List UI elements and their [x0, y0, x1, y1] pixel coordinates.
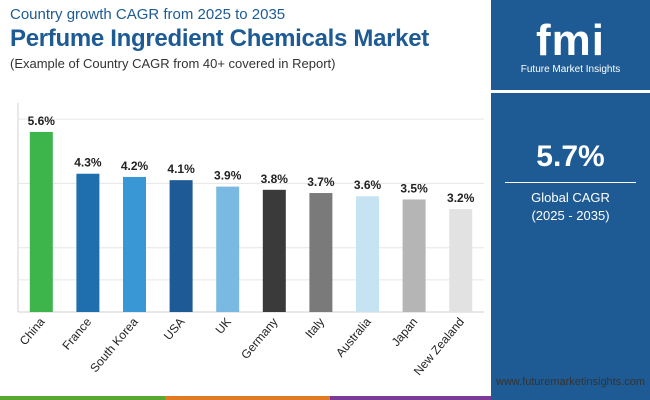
logo-subtext: Future Market Insights: [520, 64, 621, 75]
data-label: 5.6%: [28, 114, 56, 128]
website-link[interactable]: www.futuremarketinsights.com: [495, 376, 646, 388]
x-tick-label: USA: [161, 315, 188, 343]
bar-china: [29, 131, 53, 312]
global-cagr-label: Global CAGR (2025 - 2035): [491, 189, 650, 225]
data-label: 3.7%: [307, 175, 335, 189]
x-tick-label: UK: [213, 315, 234, 337]
logo-text: fmi: [536, 16, 605, 65]
bar-france: [76, 173, 100, 312]
chart-title: Perfume Ingredient Chemicals Market: [10, 25, 429, 52]
global-cagr-label-line1: Global CAGR: [531, 190, 610, 205]
data-label: 4.3%: [74, 156, 102, 170]
bottom-bar-green: [0, 396, 165, 400]
x-tick-label: Italy: [302, 315, 327, 341]
x-tick-label: Japan: [389, 315, 421, 349]
bar-usa: [169, 180, 193, 312]
data-label: 3.9%: [214, 169, 242, 183]
bottom-bar-purple: [330, 396, 491, 400]
data-label: 3.5%: [400, 181, 428, 195]
data-label: 4.1%: [167, 162, 195, 176]
bar-chart: 5.6% China 4.3% France 4.2% South Korea 4.1% US…: [17, 103, 484, 378]
chart-note: (Example of Country CAGR from 40+ covere…: [10, 56, 336, 71]
fmi-logo: fmi Future Market Insights: [513, 6, 628, 78]
cagr-divider: [505, 182, 636, 183]
x-tick-label: Germany: [238, 315, 280, 362]
bar-japan: [402, 199, 426, 312]
bottom-bar-orange: [165, 396, 330, 400]
x-tick-label: France: [59, 315, 94, 353]
bar-new-zealand: [449, 209, 473, 312]
bar-australia: [356, 196, 379, 312]
data-label: 3.2%: [447, 191, 475, 205]
x-tick-label: China: [17, 315, 48, 348]
global-cagr-value: 5.7%: [536, 140, 605, 173]
bar-south-korea: [123, 176, 146, 312]
x-tick-label: Australia: [333, 315, 374, 360]
bar-germany: [262, 189, 286, 312]
data-label: 4.2%: [121, 159, 149, 173]
bar-italy: [309, 193, 333, 312]
panel-divider: [491, 90, 650, 93]
chart-subtitle: Country growth CAGR from 2025 to 2035: [10, 6, 286, 23]
summary-panel: fmi Future Market Insights 5.7% Global C…: [491, 0, 650, 400]
data-label: 3.8%: [261, 172, 289, 186]
global-cagr-label-line2: (2025 - 2035): [531, 208, 610, 223]
x-tick-label: South Korea: [87, 315, 141, 375]
data-label: 3.6%: [354, 178, 382, 192]
bar-uk: [216, 186, 240, 312]
